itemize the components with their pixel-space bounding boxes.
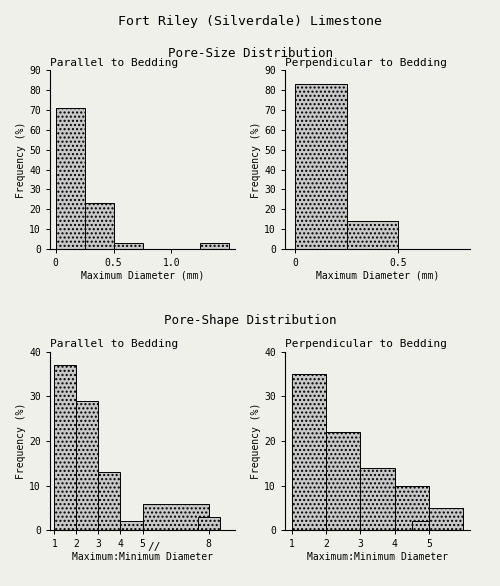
Text: Parallel to Bedding: Parallel to Bedding [50, 58, 178, 68]
Y-axis label: Frequency (%): Frequency (%) [16, 403, 26, 479]
X-axis label: Maximum Diameter (mm): Maximum Diameter (mm) [316, 271, 439, 281]
Text: //: // [148, 541, 162, 551]
Bar [346, 222, 398, 249]
Bar [56, 108, 84, 249]
Text: Perpendicular to Bedding: Perpendicular to Bedding [285, 58, 447, 68]
Bar [54, 365, 76, 530]
Bar [394, 486, 429, 530]
Bar [296, 84, 346, 249]
Bar [76, 401, 98, 530]
Y-axis label: Frequency (%): Frequency (%) [252, 121, 262, 198]
Bar [198, 517, 220, 530]
X-axis label: Maximum:Minimum Diameter: Maximum:Minimum Diameter [72, 552, 213, 562]
Bar [120, 522, 142, 530]
Y-axis label: Frequency (%): Frequency (%) [252, 403, 262, 479]
Bar [98, 472, 120, 530]
Text: Fort Riley (Silverdale) Limestone: Fort Riley (Silverdale) Limestone [118, 15, 382, 28]
Text: Perpendicular to Bedding: Perpendicular to Bedding [285, 339, 447, 349]
X-axis label: Maximum Diameter (mm): Maximum Diameter (mm) [81, 271, 204, 281]
Text: Pore-Size Distribution: Pore-Size Distribution [168, 47, 332, 60]
Bar [142, 503, 208, 530]
Bar [84, 203, 114, 249]
Bar [412, 522, 429, 530]
X-axis label: Maximum:Minimum Diameter: Maximum:Minimum Diameter [307, 552, 448, 562]
Bar [292, 374, 326, 530]
Y-axis label: Frequency (%): Frequency (%) [16, 121, 26, 198]
Bar [429, 508, 463, 530]
Text: Pore-Shape Distribution: Pore-Shape Distribution [164, 314, 336, 326]
Bar [360, 468, 394, 530]
Bar [114, 243, 142, 249]
Text: Parallel to Bedding: Parallel to Bedding [50, 339, 178, 349]
Bar [326, 432, 360, 530]
Bar [200, 243, 229, 249]
